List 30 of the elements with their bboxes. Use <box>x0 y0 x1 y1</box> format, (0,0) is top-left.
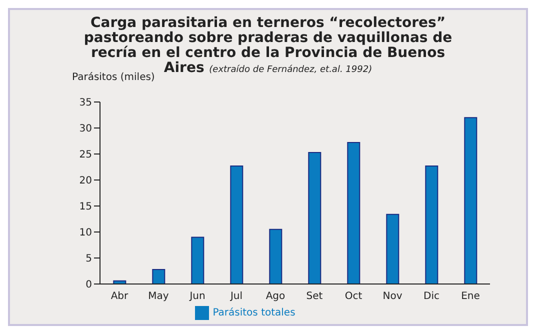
y-tick-label: 35 <box>79 98 92 109</box>
x-tick-label: Ene <box>461 291 480 302</box>
x-tick-label: Jul <box>229 291 243 302</box>
bar <box>464 117 478 284</box>
bar <box>152 268 166 284</box>
chart-subtitle: (extraído de Fernández, et.al. 1992) <box>209 65 372 75</box>
x-tick-label: Jun <box>188 291 206 302</box>
x-tick-label: Ago <box>266 291 286 302</box>
bar <box>347 142 360 284</box>
x-tick-label: Nov <box>382 291 402 302</box>
x-tick-label: Dic <box>424 291 440 302</box>
y-tick-label: 10 <box>79 228 92 239</box>
x-tick-label: Set <box>306 291 323 302</box>
bar <box>230 165 244 284</box>
y-tick-label: 0 <box>86 280 92 291</box>
bar <box>386 214 400 284</box>
bar <box>269 228 282 284</box>
legend-label: Parásitos totales <box>212 308 296 319</box>
y-tick-label: 15 <box>79 202 92 213</box>
y-tick-label: 5 <box>86 254 92 265</box>
y-axis-title: Parásitos (miles) <box>72 72 155 83</box>
bar <box>308 152 322 284</box>
bar <box>425 165 438 284</box>
y-tick-label: 30 <box>79 124 92 135</box>
y-tick-label: 20 <box>79 176 92 187</box>
bar <box>191 236 204 284</box>
x-tick-label: Abr <box>110 291 130 302</box>
y-tick-label: 25 <box>79 150 92 161</box>
x-tick-label: Oct <box>344 291 362 302</box>
x-tick-label: May <box>148 291 169 302</box>
